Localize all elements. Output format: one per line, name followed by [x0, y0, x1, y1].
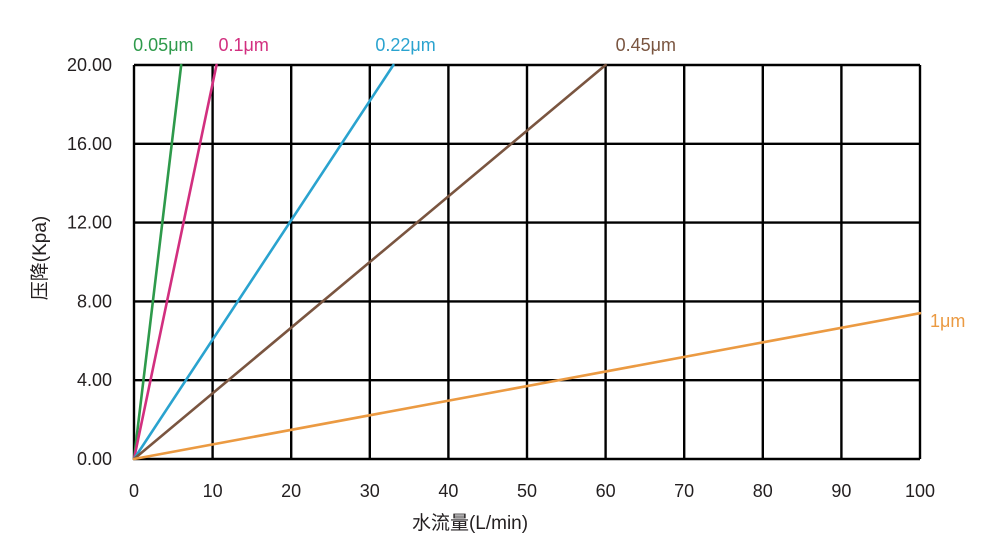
- x-tick-label: 20: [281, 481, 301, 501]
- series-labels: 0.05μm 0.1μm 0.22μm 0.45μm 1μm: [133, 35, 965, 331]
- series-label-1: 0.05μm: [133, 35, 193, 55]
- series-label-2: 0.1μm: [219, 35, 269, 55]
- y-tick-label: 12.00: [67, 213, 112, 233]
- y-axis-title: 压降(Kpa): [29, 216, 51, 300]
- series-label-3: 0.22μm: [375, 35, 435, 55]
- y-tick-label: 0.00: [77, 449, 112, 469]
- x-tick-label: 60: [596, 481, 616, 501]
- series-line-2: [132, 63, 218, 461]
- y-tick-label: 8.00: [77, 291, 112, 311]
- chart-series: [132, 63, 922, 461]
- x-tick-label: 100: [905, 481, 935, 501]
- series-line-3: [132, 63, 395, 461]
- x-axis-ticks: 0 10 20 30 40 50 60 70 80 90 100: [129, 481, 935, 501]
- x-tick-label: 0: [129, 481, 139, 501]
- series-line-1: [132, 63, 183, 461]
- series-line-4: [132, 63, 607, 461]
- y-axis-ticks: 0.00 4.00 8.00 12.00 16.00 20.00: [67, 55, 112, 469]
- x-axis-title: 水流量(L/min): [412, 512, 528, 534]
- x-tick-label: 40: [438, 481, 458, 501]
- series-label-4: 0.45μm: [616, 35, 676, 55]
- y-tick-label: 20.00: [67, 55, 112, 75]
- x-tick-label: 50: [517, 481, 537, 501]
- series-line-5: [132, 311, 922, 461]
- x-tick-label: 80: [753, 481, 773, 501]
- y-tick-label: 4.00: [77, 370, 112, 390]
- x-tick-label: 90: [831, 481, 851, 501]
- x-tick-label: 70: [674, 481, 694, 501]
- chart-grid: [132, 63, 922, 461]
- series-label-5: 1μm: [930, 311, 965, 331]
- x-tick-label: 10: [203, 481, 223, 501]
- y-tick-label: 16.00: [67, 134, 112, 154]
- x-tick-label: 30: [360, 481, 380, 501]
